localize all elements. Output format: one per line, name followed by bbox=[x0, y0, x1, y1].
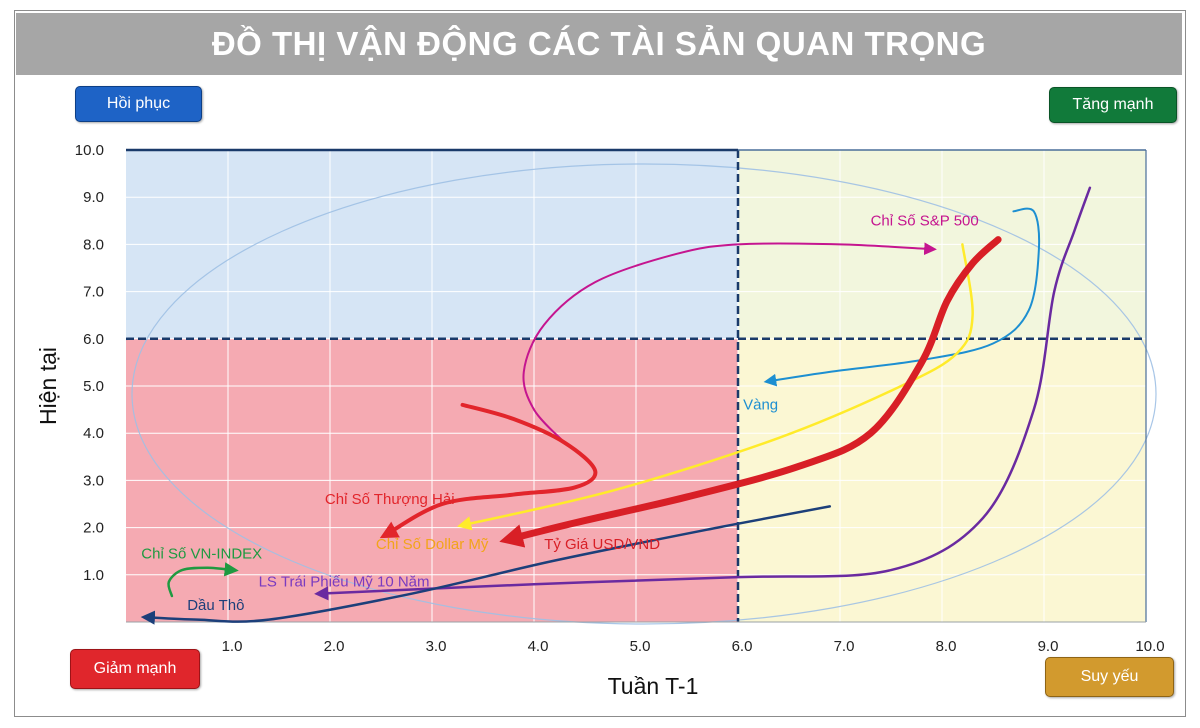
x-tick-label: 10.0 bbox=[1135, 638, 1164, 655]
x-tick-label: 2.0 bbox=[324, 638, 345, 655]
x-tick-label: 6.0 bbox=[732, 638, 753, 655]
y-tick-label: 6.0 bbox=[83, 331, 104, 348]
quadrant-weak-label: Suy yếu bbox=[1045, 657, 1174, 697]
x-tick-label: 3.0 bbox=[426, 638, 447, 655]
y-axis-title: Hiện tại bbox=[35, 347, 61, 425]
series-line-5 bbox=[167, 562, 239, 598]
y-tick-label: 1.0 bbox=[83, 567, 104, 584]
series-label-1: Vàng bbox=[743, 397, 778, 414]
series-line-6 bbox=[314, 186, 1092, 601]
series-label-7: Dầu Thô bbox=[187, 597, 244, 614]
series-line-2 bbox=[379, 402, 598, 539]
title-bar: ĐỒ THỊ VẬN ĐỘNG CÁC TÀI SẢN QUAN TRỌNG bbox=[16, 13, 1182, 75]
series-label-5: Chỉ Số VN-INDEX bbox=[141, 545, 262, 562]
y-tick-label: 5.0 bbox=[83, 378, 104, 395]
series-label-6: LS Trái Phiếu Mỹ 10 Năm bbox=[259, 574, 430, 591]
quadrant-recover-label: Hồi phục bbox=[75, 86, 202, 122]
series-label-3: Chỉ Số Dollar Mỹ bbox=[376, 536, 489, 553]
series-line-0 bbox=[522, 242, 937, 444]
page-title: ĐỒ THỊ VẬN ĐỘNG CÁC TÀI SẢN QUAN TRỌNG bbox=[211, 25, 987, 62]
axes: 1.0 2.0 3.0 4.0 5.0 6.0 7.0 8.0 9.0 10.0 1.0 2.0 3.0… bbox=[35, 142, 1165, 699]
series-line-3 bbox=[457, 243, 974, 531]
series-labels: Chỉ Số S&P 500 Vàng Chỉ Số Thượng Hải Chỉ S… bbox=[141, 213, 978, 615]
x-tick-label: 7.0 bbox=[834, 638, 855, 655]
x-tick-label: 9.0 bbox=[1038, 638, 1059, 655]
x-tick-label: 8.0 bbox=[936, 638, 957, 655]
series-layer bbox=[140, 186, 1092, 625]
y-tick-label: 4.0 bbox=[83, 425, 104, 442]
y-tick-label: 9.0 bbox=[83, 189, 104, 206]
x-tick-label: 1.0 bbox=[222, 638, 243, 655]
quadrant-fall-label: Giảm mạnh bbox=[70, 649, 200, 689]
cycle-ellipse bbox=[131, 163, 1157, 625]
series-line-7 bbox=[140, 505, 832, 625]
y-tick-label: 2.0 bbox=[83, 520, 104, 537]
grid-lines bbox=[126, 150, 1146, 622]
x-tick-label: 4.0 bbox=[528, 638, 549, 655]
series-label-2: Chỉ Số Thượng Hải bbox=[325, 491, 455, 508]
series-label-0: Chỉ Số S&P 500 bbox=[871, 213, 979, 230]
y-tick-label: 8.0 bbox=[83, 236, 104, 253]
series-line-1 bbox=[763, 207, 1041, 387]
series-line-4 bbox=[499, 236, 1002, 548]
x-tick-label: 5.0 bbox=[630, 638, 651, 655]
cycle-ellipse-line bbox=[131, 163, 1157, 625]
y-tick-label: 7.0 bbox=[83, 284, 104, 301]
threshold-lines bbox=[126, 148, 1147, 622]
y-tick-label: 3.0 bbox=[83, 472, 104, 489]
x-axis-title: Tuần T-1 bbox=[608, 673, 699, 699]
quadrant-strong-label: Tăng mạnh bbox=[1049, 87, 1177, 123]
series-label-4: Tỷ Giá USD/VND bbox=[544, 536, 660, 553]
y-tick-label: 10.0 bbox=[75, 142, 104, 159]
